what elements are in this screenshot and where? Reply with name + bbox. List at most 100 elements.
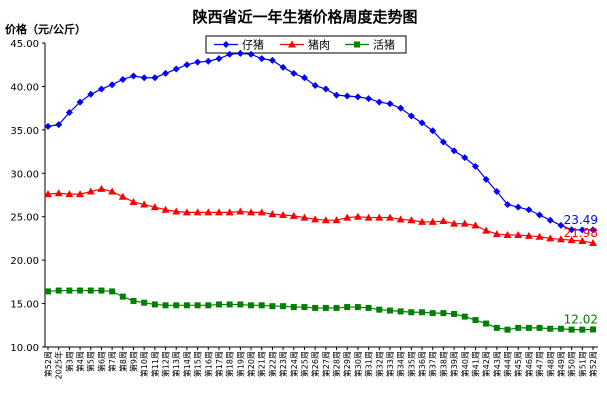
data-point [140, 74, 148, 82]
data-point [226, 301, 233, 308]
data-point [108, 187, 117, 195]
data-point [460, 219, 469, 227]
x-tick-label: 第28周 [332, 351, 342, 377]
x-tick-label: 第16周 [203, 351, 213, 377]
data-point [204, 57, 212, 65]
x-tick-label: 第9周 [128, 351, 138, 372]
data-point [536, 211, 544, 219]
data-point [471, 162, 479, 170]
data-point [568, 226, 576, 234]
data-point [300, 74, 308, 82]
data-point [300, 213, 309, 221]
data-point [408, 309, 415, 316]
x-tick-label: 第52周 [588, 351, 598, 377]
y-tick-label: 25.00 [10, 213, 39, 224]
data-point [236, 49, 244, 57]
x-tick-label: 第52周 [43, 351, 53, 377]
data-point [503, 230, 512, 238]
data-point [280, 303, 287, 310]
data-point [397, 104, 405, 112]
data-point [141, 299, 148, 306]
data-point [419, 309, 426, 316]
data-point [461, 154, 469, 162]
data-point [407, 216, 416, 224]
data-point [451, 310, 458, 317]
y-tick-label: 20.00 [10, 256, 39, 267]
data-point [214, 208, 223, 216]
data-point [343, 92, 351, 100]
legend-label: 仔猪 [242, 39, 264, 52]
data-point [354, 93, 362, 101]
data-point [119, 75, 127, 83]
data-point [151, 301, 158, 308]
x-tick-label: 第17周 [214, 351, 224, 377]
data-point [590, 326, 596, 333]
y-tick-label: 40.00 [10, 82, 39, 93]
data-point [343, 213, 352, 221]
x-tick-label: 第42周 [481, 351, 491, 377]
data-point [557, 221, 565, 229]
series-line-triangle [47, 188, 594, 244]
x-tick-label: 第4周 [75, 351, 85, 372]
data-point [268, 210, 277, 218]
data-point [183, 302, 190, 309]
data-point [269, 303, 276, 310]
data-point [237, 301, 244, 308]
legend-label: 猪肉 [308, 39, 330, 52]
x-tick-label: 第50周 [567, 351, 577, 377]
legend-box [205, 35, 407, 54]
data-point [65, 190, 74, 198]
data-point [77, 287, 84, 294]
data-point [407, 112, 415, 120]
x-tick-label: 第37周 [428, 351, 438, 377]
x-tick-label: 第29周 [342, 351, 352, 377]
data-point [557, 325, 564, 332]
data-point [493, 188, 501, 196]
x-tick-label: 第14周 [182, 351, 192, 377]
data-point [162, 302, 169, 309]
data-point [504, 201, 512, 209]
data-point [450, 219, 459, 227]
data-point [397, 308, 404, 315]
x-tick-label: 第45周 [513, 351, 523, 377]
data-point [396, 215, 405, 223]
data-point [247, 50, 255, 58]
data-point [129, 72, 137, 80]
x-tick-label: 第34周 [396, 351, 406, 377]
x-tick-label: 第38周 [438, 351, 448, 377]
y-axis-label: 价格（元/公斤） [5, 22, 86, 36]
data-point [98, 287, 105, 294]
data-point [258, 302, 265, 309]
data-point [290, 304, 297, 311]
data-point [45, 288, 51, 295]
data-point [193, 208, 202, 216]
data-point [365, 95, 373, 103]
data-point [226, 50, 234, 58]
data-point [66, 287, 73, 294]
x-tick-label: 第41周 [470, 351, 480, 377]
data-point [375, 98, 383, 106]
data-point [290, 69, 298, 77]
data-point [87, 90, 95, 98]
data-point [322, 85, 330, 93]
data-point [536, 324, 543, 331]
data-point [439, 217, 448, 225]
data-point [119, 293, 126, 300]
data-point [97, 184, 106, 192]
x-tick-label: 2025年 [54, 351, 64, 379]
data-point [172, 207, 181, 215]
legend-label: 活猪 [373, 39, 395, 52]
data-point [525, 324, 532, 331]
data-point [55, 121, 63, 129]
data-point [247, 208, 256, 216]
x-tick-label: 第11周 [150, 351, 160, 377]
x-tick-label: 第46周 [524, 351, 534, 377]
data-point [173, 302, 180, 309]
data-point [365, 304, 372, 311]
x-tick-label: 第18周 [225, 351, 235, 377]
x-tick-label: 第35周 [406, 351, 416, 377]
y-tick-label: 30.00 [10, 169, 39, 180]
data-point [279, 63, 287, 71]
legend-marker [222, 41, 230, 48]
